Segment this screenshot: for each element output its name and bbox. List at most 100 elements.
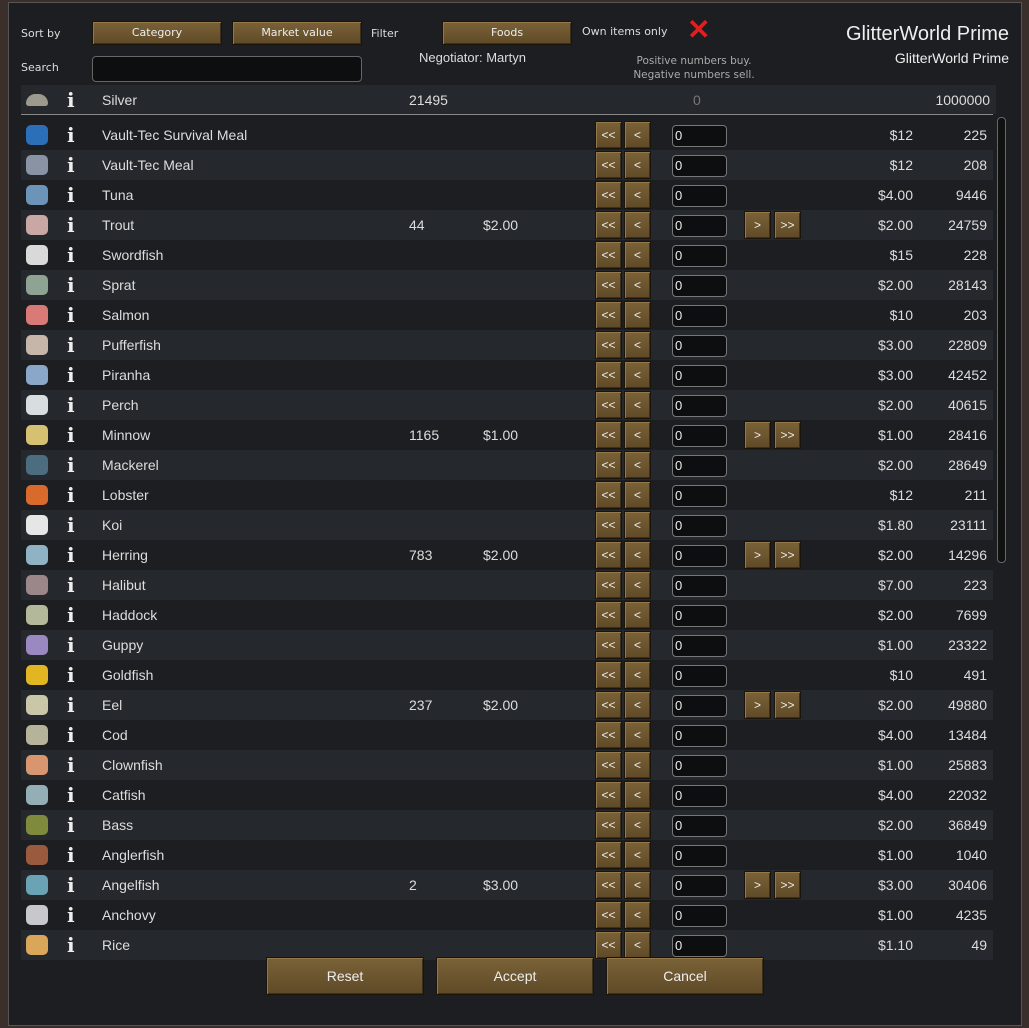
info-icon[interactable]: i: [67, 453, 75, 477]
quantity-input[interactable]: 0: [672, 785, 727, 807]
sell-all-button[interactable]: >>: [774, 691, 801, 719]
info-icon[interactable]: i: [67, 573, 75, 597]
buy-one-button[interactable]: <: [624, 421, 651, 449]
buy-all-button[interactable]: <<: [595, 271, 622, 299]
buy-all-button[interactable]: <<: [595, 331, 622, 359]
quantity-input[interactable]: 0: [672, 545, 727, 567]
buy-all-button[interactable]: <<: [595, 931, 622, 959]
info-icon[interactable]: i: [67, 333, 75, 357]
buy-all-button[interactable]: <<: [595, 571, 622, 599]
sell-all-button[interactable]: >>: [774, 541, 801, 569]
buy-one-button[interactable]: <: [624, 931, 651, 959]
quantity-input[interactable]: 0: [672, 215, 727, 237]
quantity-input[interactable]: 0: [672, 125, 727, 147]
buy-one-button[interactable]: <: [624, 241, 651, 269]
info-icon[interactable]: i: [67, 603, 75, 627]
info-icon[interactable]: i: [67, 753, 75, 777]
quantity-input[interactable]: 0: [672, 245, 727, 267]
buy-one-button[interactable]: <: [624, 511, 651, 539]
quantity-input[interactable]: 0: [672, 365, 727, 387]
reset-button[interactable]: Reset: [266, 957, 424, 995]
buy-one-button[interactable]: <: [624, 211, 651, 239]
buy-one-button[interactable]: <: [624, 151, 651, 179]
info-icon[interactable]: i: [67, 633, 75, 657]
sell-all-button[interactable]: >>: [774, 871, 801, 899]
quantity-input[interactable]: 0: [672, 935, 727, 957]
info-icon[interactable]: i: [67, 303, 75, 327]
buy-all-button[interactable]: <<: [595, 541, 622, 569]
info-icon[interactable]: i: [67, 693, 75, 717]
quantity-input[interactable]: 0: [672, 335, 727, 357]
buy-all-button[interactable]: <<: [595, 691, 622, 719]
quantity-input[interactable]: 0: [672, 485, 727, 507]
sell-one-button[interactable]: >: [744, 541, 771, 569]
buy-all-button[interactable]: <<: [595, 361, 622, 389]
quantity-input[interactable]: 0: [672, 755, 727, 777]
buy-one-button[interactable]: <: [624, 121, 651, 149]
search-input[interactable]: [92, 56, 362, 82]
quantity-input[interactable]: 0: [672, 905, 727, 927]
sell-one-button[interactable]: >: [744, 211, 771, 239]
info-icon[interactable]: i: [67, 663, 75, 687]
buy-one-button[interactable]: <: [624, 271, 651, 299]
buy-all-button[interactable]: <<: [595, 421, 622, 449]
buy-one-button[interactable]: <: [624, 451, 651, 479]
quantity-input[interactable]: 0: [672, 305, 727, 327]
buy-all-button[interactable]: <<: [595, 301, 622, 329]
quantity-input[interactable]: 0: [672, 875, 727, 897]
quantity-input[interactable]: 0: [672, 845, 727, 867]
quantity-input[interactable]: 0: [672, 425, 727, 447]
cancel-button[interactable]: Cancel: [606, 957, 764, 995]
info-icon[interactable]: i: [67, 423, 75, 447]
sell-all-button[interactable]: >>: [774, 211, 801, 239]
buy-one-button[interactable]: <: [624, 691, 651, 719]
buy-all-button[interactable]: <<: [595, 391, 622, 419]
info-icon[interactable]: i: [67, 393, 75, 417]
scrollbar[interactable]: [997, 117, 1006, 563]
buy-one-button[interactable]: <: [624, 721, 651, 749]
buy-one-button[interactable]: <: [624, 901, 651, 929]
buy-all-button[interactable]: <<: [595, 781, 622, 809]
sell-one-button[interactable]: >: [744, 691, 771, 719]
info-icon[interactable]: i: [67, 153, 75, 177]
buy-one-button[interactable]: <: [624, 571, 651, 599]
buy-one-button[interactable]: <: [624, 751, 651, 779]
buy-all-button[interactable]: <<: [595, 151, 622, 179]
filter-foods-button[interactable]: Foods: [442, 21, 572, 45]
sell-one-button[interactable]: >: [744, 421, 771, 449]
quantity-input[interactable]: 0: [672, 275, 727, 297]
buy-one-button[interactable]: <: [624, 361, 651, 389]
buy-one-button[interactable]: <: [624, 871, 651, 899]
info-icon[interactable]: i: [67, 273, 75, 297]
buy-one-button[interactable]: <: [624, 541, 651, 569]
buy-all-button[interactable]: <<: [595, 601, 622, 629]
info-icon[interactable]: i: [67, 483, 75, 507]
quantity-input[interactable]: 0: [672, 635, 727, 657]
info-icon[interactable]: i: [67, 123, 75, 147]
buy-all-button[interactable]: <<: [595, 181, 622, 209]
info-icon[interactable]: i: [67, 243, 75, 267]
buy-all-button[interactable]: <<: [595, 481, 622, 509]
info-icon[interactable]: i: [67, 363, 75, 387]
buy-all-button[interactable]: <<: [595, 721, 622, 749]
info-icon[interactable]: i: [67, 88, 75, 112]
buy-all-button[interactable]: <<: [595, 751, 622, 779]
sell-all-button[interactable]: >>: [774, 421, 801, 449]
quantity-input[interactable]: 0: [672, 185, 727, 207]
info-icon[interactable]: i: [67, 903, 75, 927]
buy-all-button[interactable]: <<: [595, 871, 622, 899]
quantity-input[interactable]: 0: [672, 665, 727, 687]
buy-all-button[interactable]: <<: [595, 901, 622, 929]
info-icon[interactable]: i: [67, 783, 75, 807]
info-icon[interactable]: i: [67, 183, 75, 207]
info-icon[interactable]: i: [67, 933, 75, 957]
quantity-input[interactable]: 0: [672, 695, 727, 717]
buy-one-button[interactable]: <: [624, 181, 651, 209]
quantity-input[interactable]: 0: [672, 575, 727, 597]
buy-one-button[interactable]: <: [624, 331, 651, 359]
buy-all-button[interactable]: <<: [595, 211, 622, 239]
buy-all-button[interactable]: <<: [595, 511, 622, 539]
buy-all-button[interactable]: <<: [595, 241, 622, 269]
quantity-input[interactable]: 0: [672, 605, 727, 627]
buy-one-button[interactable]: <: [624, 781, 651, 809]
